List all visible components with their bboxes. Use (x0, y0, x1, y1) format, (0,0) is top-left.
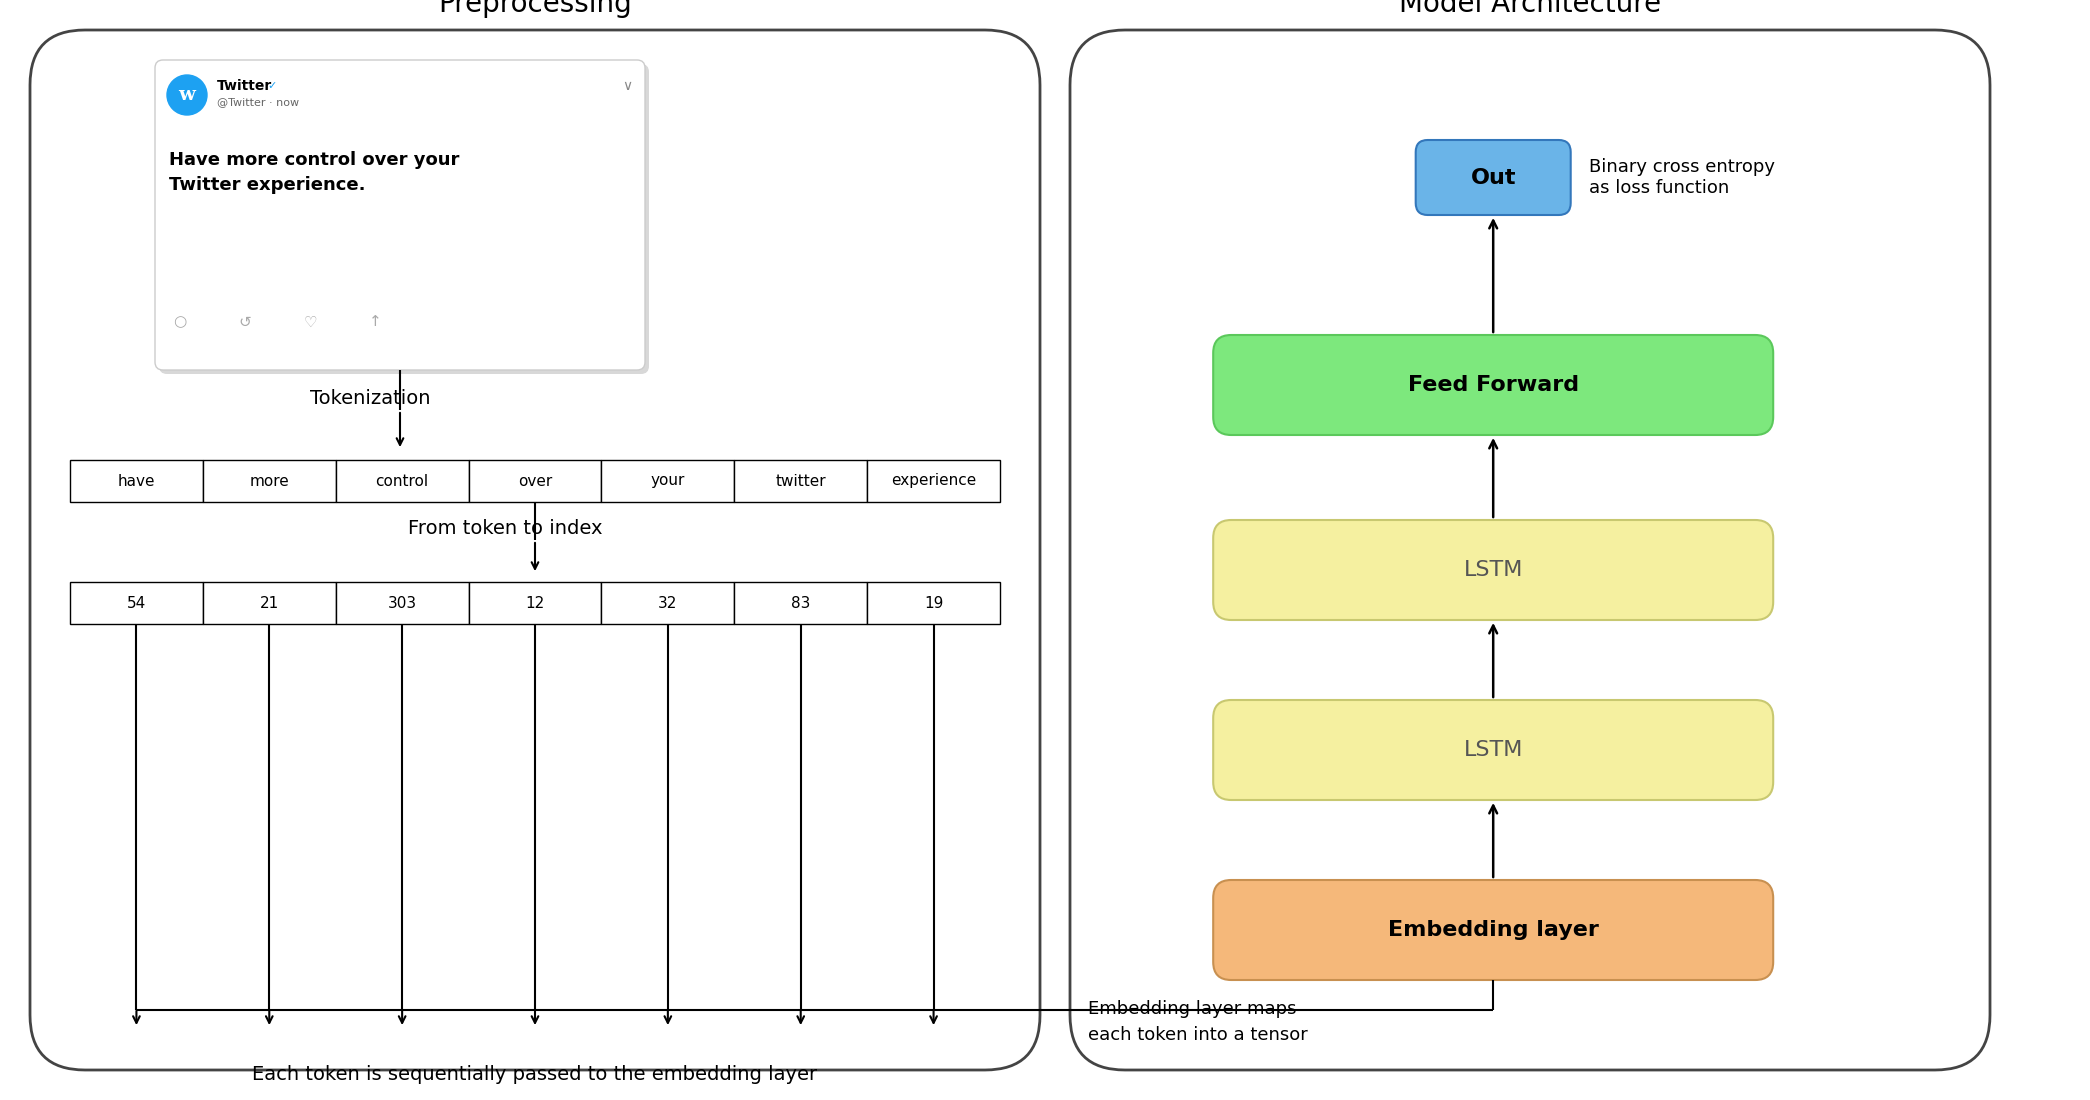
FancyBboxPatch shape (29, 30, 1041, 1070)
Bar (336, 582, 468, 624)
Bar (602, 582, 734, 624)
FancyBboxPatch shape (159, 64, 650, 374)
Text: Embedding layer maps
each token into a tensor: Embedding layer maps each token into a t… (1089, 1000, 1308, 1044)
Text: over: over (518, 473, 552, 488)
Bar (602, 460, 734, 502)
FancyBboxPatch shape (1212, 700, 1772, 800)
Text: Twitter experience.: Twitter experience. (169, 176, 366, 194)
FancyBboxPatch shape (155, 60, 646, 370)
Text: 19: 19 (924, 595, 943, 610)
Text: ♡: ♡ (303, 315, 318, 330)
Bar (203, 582, 336, 624)
Circle shape (167, 75, 207, 116)
Text: Have more control over your: Have more control over your (169, 151, 460, 169)
FancyBboxPatch shape (1212, 520, 1772, 620)
Bar (336, 460, 468, 502)
Text: Twitter: Twitter (217, 79, 272, 94)
Bar (468, 582, 602, 624)
Bar (203, 460, 336, 502)
Text: control: control (376, 473, 428, 488)
Text: Preprocessing: Preprocessing (439, 0, 631, 18)
Text: Each token is sequentially passed to the embedding layer: Each token is sequentially passed to the… (253, 1066, 817, 1085)
Text: 54: 54 (127, 595, 146, 610)
Text: ↑: ↑ (368, 315, 380, 330)
Bar (468, 460, 602, 502)
Text: w: w (178, 86, 196, 104)
Bar (734, 460, 867, 502)
Bar (69, 460, 203, 502)
Bar (69, 582, 203, 624)
FancyBboxPatch shape (1415, 140, 1572, 214)
Text: 21: 21 (259, 595, 278, 610)
Text: ✓: ✓ (268, 81, 276, 91)
Text: Binary cross entropy
as loss function: Binary cross entropy as loss function (1588, 158, 1774, 197)
Bar (867, 582, 999, 624)
Text: have: have (117, 473, 155, 488)
Text: Embedding layer: Embedding layer (1388, 920, 1599, 940)
Text: Model Architecture: Model Architecture (1398, 0, 1662, 18)
Text: LSTM: LSTM (1463, 740, 1524, 760)
Text: LSTM: LSTM (1463, 560, 1524, 580)
Text: @Twitter · now: @Twitter · now (217, 97, 299, 107)
Text: Tokenization: Tokenization (309, 388, 431, 407)
Text: 83: 83 (790, 595, 811, 610)
Bar (734, 582, 867, 624)
Text: ↺: ↺ (238, 315, 251, 330)
Text: your: your (650, 473, 686, 488)
Text: experience: experience (890, 473, 976, 488)
Text: 32: 32 (658, 595, 677, 610)
Text: ∨: ∨ (623, 79, 631, 94)
Text: From token to index: From token to index (408, 518, 602, 538)
Text: twitter: twitter (775, 473, 826, 488)
Text: Out: Out (1471, 167, 1515, 187)
Text: 12: 12 (525, 595, 545, 610)
Text: more: more (249, 473, 288, 488)
Text: Feed Forward: Feed Forward (1409, 375, 1578, 395)
Text: ○: ○ (173, 315, 186, 330)
FancyBboxPatch shape (1212, 880, 1772, 980)
FancyBboxPatch shape (1212, 336, 1772, 434)
Bar (867, 460, 999, 502)
FancyBboxPatch shape (1070, 30, 1990, 1070)
Text: 303: 303 (387, 595, 416, 610)
